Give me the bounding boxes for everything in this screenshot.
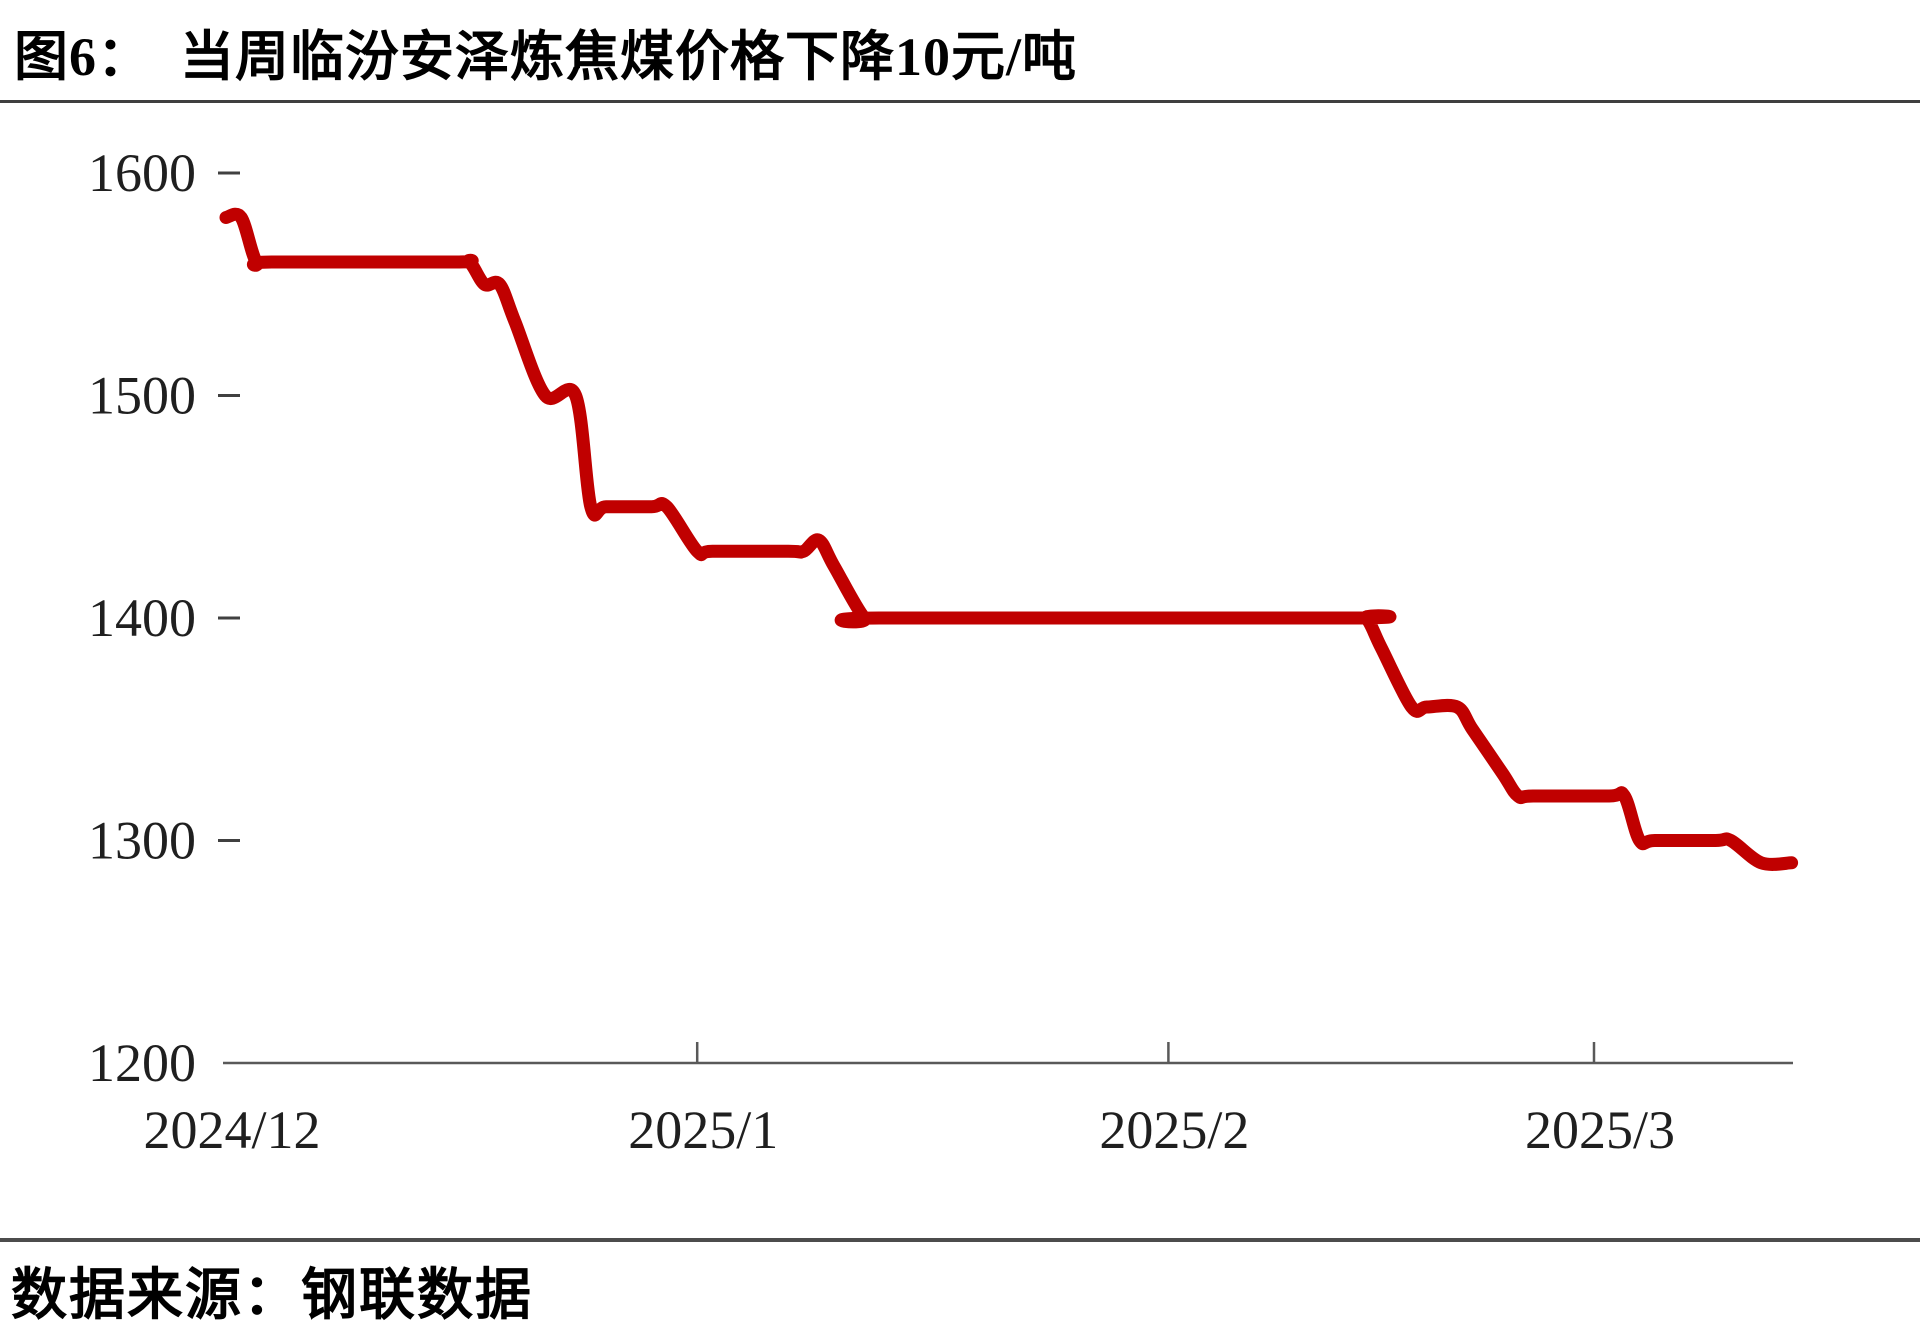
data-source: 数据来源：钢联数据	[11, 1250, 533, 1331]
y-axis-label: 1500	[88, 366, 196, 426]
y-axis-label: 1300	[88, 811, 196, 871]
x-axis-label: 2025/1	[628, 1100, 778, 1160]
data-source-value: 钢联数据	[301, 1265, 533, 1327]
y-axis-label: 1600	[88, 143, 196, 203]
price-line	[219, 207, 1799, 871]
title-divider	[0, 100, 1920, 103]
y-axis-label: 1400	[88, 588, 196, 648]
x-axis-label: 2025/3	[1525, 1100, 1675, 1160]
footer-divider	[0, 1238, 1920, 1242]
figure-title: 图6： 当周临汾安泽炼焦煤价格下降10元/吨	[14, 12, 1077, 91]
x-axis-label: 2024/12	[143, 1100, 320, 1160]
y-axis-label: 1200	[88, 1033, 196, 1093]
data-source-label: 数据来源：	[11, 1265, 301, 1327]
figure-number-label: 图6：	[14, 27, 152, 87]
figure-title-text: 当周临汾安泽炼焦煤价格下降10元/吨	[180, 27, 1078, 87]
x-axis-label: 2025/2	[1099, 1100, 1249, 1160]
